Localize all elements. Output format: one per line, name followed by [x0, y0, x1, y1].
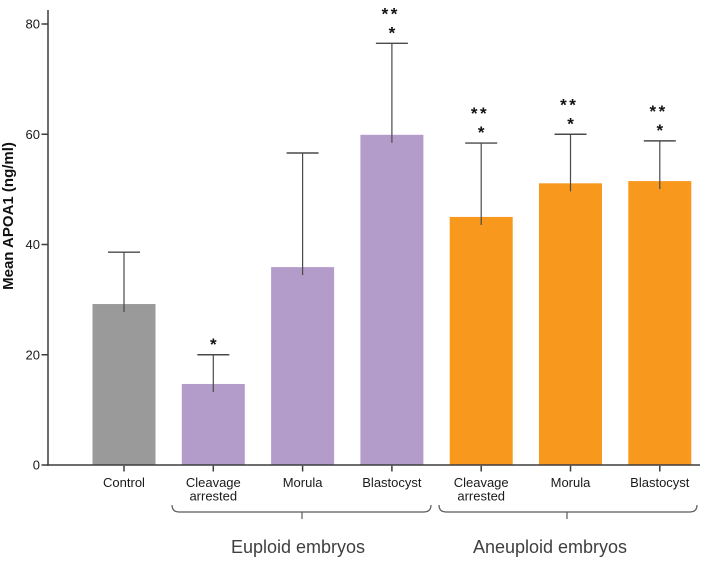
- bar: [449, 216, 513, 465]
- y-tick-label: 80: [26, 17, 40, 32]
- significance-marker: **: [649, 102, 667, 121]
- x-category-label: Cleavage: [186, 475, 241, 490]
- x-category-label: arrested: [189, 489, 237, 504]
- x-category-label: Cleavage: [454, 475, 509, 490]
- bar: [271, 267, 335, 465]
- significance-marker: *: [210, 335, 217, 354]
- x-category-label: Blastocyst: [362, 475, 422, 490]
- y-tick-label: 60: [26, 127, 40, 142]
- significance-marker: *: [567, 114, 574, 133]
- bar: [628, 181, 692, 465]
- bar: [92, 304, 156, 465]
- x-category-label: Morula: [283, 475, 324, 490]
- x-category-label: Morula: [551, 475, 592, 490]
- significance-marker: **: [560, 95, 578, 114]
- y-axis-title: Mean APOA1 (ng/ml): [0, 142, 17, 290]
- significance-marker: *: [656, 121, 663, 140]
- significance-marker: **: [382, 4, 400, 23]
- bar: [181, 383, 245, 465]
- y-tick-label: 0: [33, 458, 40, 473]
- significance-marker: *: [389, 23, 396, 42]
- significance-marker: *: [478, 123, 485, 142]
- bar: [539, 183, 602, 465]
- y-tick-label: 20: [26, 347, 40, 362]
- aneuploid-group-label: Aneuploid embryos: [473, 537, 627, 557]
- aneuploid-group-bracket: [438, 504, 698, 519]
- x-category-label: Control: [103, 475, 145, 490]
- significance-marker: **: [471, 104, 489, 123]
- x-category-label: Blastocyst: [630, 475, 690, 490]
- euploid-group-label: Euploid embryos: [231, 537, 365, 557]
- euploid-group-bracket: [171, 504, 432, 519]
- y-tick-label: 40: [26, 237, 40, 252]
- x-category-label: arrested: [457, 489, 505, 504]
- bar: [360, 134, 424, 465]
